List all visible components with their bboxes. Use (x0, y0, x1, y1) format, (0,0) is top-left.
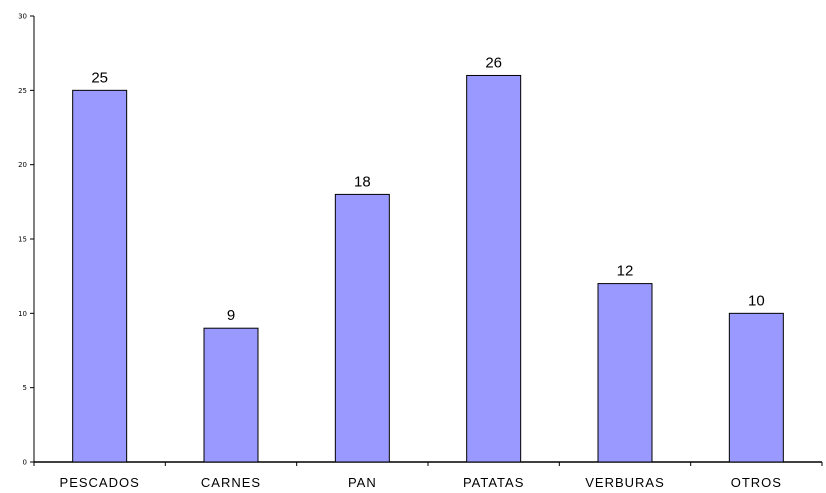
y-tick-label: 0 (23, 459, 27, 467)
x-tick-label: OTROS (731, 475, 782, 490)
x-tick-label: VERBURAS (585, 475, 665, 490)
bar-patatas (466, 74, 522, 463)
y-tick-label: 20 (18, 161, 27, 169)
y-tick-label: 5 (23, 384, 27, 392)
x-tick-label: CARNES (201, 475, 261, 490)
bar-carnes (203, 327, 259, 463)
y-axis: 0 5 10 15 20 25 30 (18, 13, 35, 467)
bar-pan (334, 193, 390, 463)
y-tick-label: 15 (18, 236, 27, 244)
y-tick-label: 30 (18, 13, 27, 21)
data-label: 10 (748, 292, 765, 309)
data-label: 9 (227, 307, 235, 324)
data-labels: 25 9 18 26 12 10 (91, 54, 764, 324)
data-label: 12 (617, 263, 634, 280)
x-tick-label: PAN (348, 475, 377, 490)
bars (72, 74, 784, 463)
data-label: 26 (485, 54, 502, 71)
x-axis: PESCADOS CARNES PAN PATATAS VERBURAS OTROS (33, 461, 823, 490)
bar-pescados (72, 89, 128, 463)
bar-verburas (597, 283, 653, 463)
y-tick-label: 25 (18, 87, 27, 95)
data-label: 18 (354, 173, 371, 190)
data-label: 25 (91, 69, 108, 86)
x-tick-label: PESCADOS (60, 475, 140, 490)
y-tick-label: 10 (18, 310, 27, 318)
bar-otros (728, 312, 784, 463)
x-tick-label: PATATAS (463, 475, 524, 490)
